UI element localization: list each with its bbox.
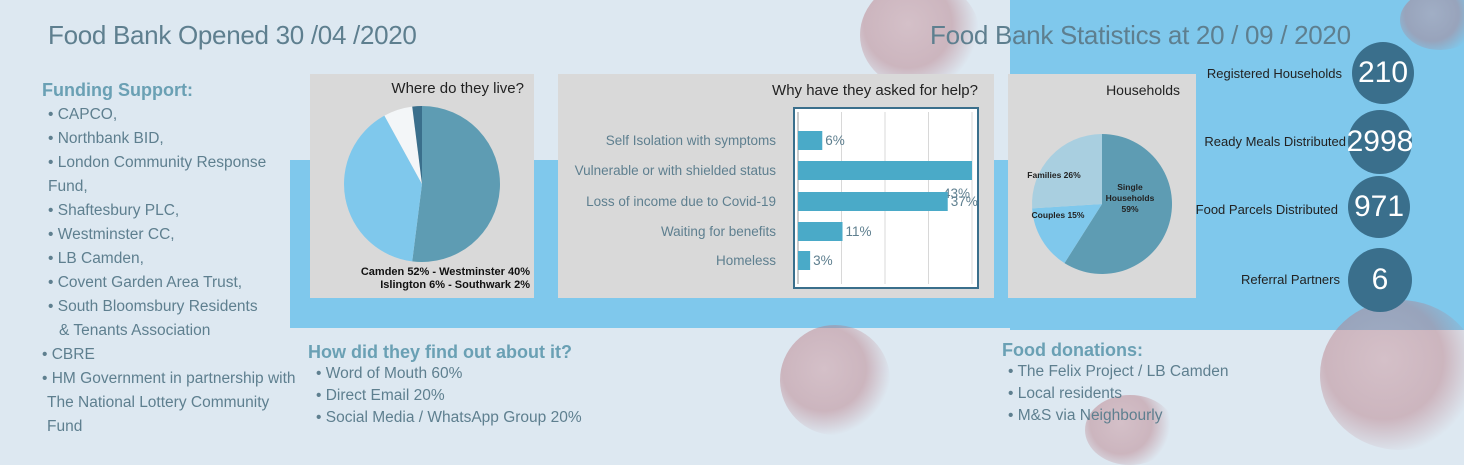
- pie-slice-islington: [384, 106, 422, 184]
- stat-label-food-parcels: Food Parcels Distributed: [1195, 202, 1338, 217]
- list-item: • LB Camden,: [48, 250, 144, 267]
- list-item: • Shaftesbury PLC,: [48, 202, 180, 219]
- pie-caption: Camden 52% - Westminster 40% Islington 6…: [340, 266, 530, 292]
- pie-slice-camden: [412, 106, 500, 262]
- stat-value-registered-households: 210: [1352, 42, 1414, 104]
- data-label: Single: [1117, 182, 1143, 192]
- category-label: Homeless: [716, 253, 776, 268]
- data-label: 59%: [1121, 204, 1138, 214]
- pie-slice-families: [1032, 134, 1102, 209]
- pie-caption-line: Islington 6% - Southwark 2%: [380, 279, 530, 291]
- stats-section: Registered Households 210 Ready Meals Di…: [1196, 36, 1464, 326]
- category-label: Vulnerable or with shielded status: [575, 163, 777, 178]
- found-out-list: • Word of Mouth 60% • Direct Email 20% • S…: [316, 363, 628, 429]
- panel-why-help: Why have they asked for help? Self Isola…: [558, 74, 994, 298]
- pie-slice-westminster: [344, 115, 422, 262]
- category-label: Self Isolation with symptoms: [606, 133, 777, 148]
- funding-section: Funding Support: • CAPCO, • Northbank BID…: [42, 80, 302, 439]
- category-label: Waiting for benefits: [661, 224, 776, 239]
- panel-where-live: Where do they live? Camden 52% - Westmin…: [310, 74, 534, 298]
- list-item: • Covent Garden Area Trust,: [48, 274, 243, 291]
- bar-chart-why-help: Self Isolation with symptoms 6% Vulnerable…: [575, 107, 979, 289]
- pie-chart-where-live: [344, 106, 500, 262]
- bar: [798, 161, 972, 180]
- data-label: 37%: [951, 194, 978, 209]
- data-label: 43%: [943, 186, 970, 201]
- stat-value-food-parcels: 971: [1348, 176, 1410, 238]
- data-label: 3%: [813, 253, 833, 268]
- list-item: • The Felix Project / LB Camden: [1008, 363, 1229, 380]
- data-label: 6%: [825, 133, 845, 148]
- list-item: • Westminster CC,: [48, 226, 175, 243]
- stat-label-referral-partners: Referral Partners: [1241, 272, 1340, 287]
- virus-icon: [780, 325, 890, 435]
- chart-title-why-help: Why have they asked for help?: [772, 82, 978, 99]
- donations-section: Food donations: • The Felix Project / LB…: [1002, 340, 1262, 427]
- funding-title: Funding Support:: [42, 80, 193, 100]
- data-label: Households: [1106, 193, 1155, 203]
- virus-icon: [1320, 300, 1464, 450]
- list-item: • Direct Email 20%: [316, 387, 445, 404]
- panel-households: Households Single Households 59% Couples 15…: [1008, 74, 1196, 298]
- page-title-statistics: Food Bank Statistics at 20 / 09 / 2020: [930, 20, 1351, 50]
- list-item: The National Lottery Community Fund: [47, 394, 270, 435]
- pie-caption-line: Camden 52% - Westminster 40%: [360, 266, 530, 278]
- list-item: • Northbank BID,: [48, 130, 164, 147]
- donations-title: Food donations:: [1002, 340, 1143, 360]
- list-item: • South Bloomsbury Residents: [48, 298, 258, 315]
- list-item: • M&S via Neighbourly: [1008, 407, 1163, 424]
- category-label: Loss of income due to Covid-19: [586, 194, 776, 209]
- donations-list: • The Felix Project / LB Camden • Local r…: [1008, 361, 1262, 427]
- found-out-section: How did they find out about it? • Word o…: [308, 342, 628, 429]
- stat-value-ready-meals: 2998: [1347, 110, 1413, 174]
- chart-title-households: Households: [1106, 82, 1180, 98]
- list-item: • CBRE: [42, 346, 95, 363]
- data-label: Couples 15%: [1032, 210, 1085, 220]
- list-item: • Word of Mouth 60%: [316, 365, 463, 382]
- stat-label-ready-meals: Ready Meals Distributed: [1204, 134, 1346, 149]
- page-title-opened: Food Bank Opened 30 /04 /2020: [48, 20, 417, 50]
- list-item: & Tenants Association: [59, 322, 211, 339]
- found-out-title: How did they find out about it?: [308, 342, 572, 362]
- bar: [798, 222, 843, 241]
- data-label: Families 26%: [1027, 170, 1081, 180]
- stat-label-registered-households: Registered Households: [1206, 66, 1342, 81]
- list-item: • CAPCO,: [48, 106, 118, 123]
- pie-slice-southwark: [412, 106, 422, 184]
- list-item: • HM Government in partnership with: [42, 370, 296, 387]
- pie-slice-couples: [1032, 204, 1102, 264]
- list-item: • Social Media / WhatsApp Group 20%: [316, 409, 582, 426]
- pie-slice-single-households: [1064, 134, 1172, 274]
- stat-value-referral-partners: 6: [1348, 248, 1412, 312]
- bar: [798, 192, 948, 211]
- bar: [798, 131, 823, 150]
- funding-list: • CAPCO, • Northbank BID, • London Communi…: [42, 103, 302, 439]
- list-item: • Local residents: [1008, 385, 1122, 402]
- list-item: • London Community Response Fund,: [48, 154, 267, 195]
- chart-title-where-live: Where do they live?: [391, 80, 524, 97]
- bar: [798, 251, 811, 270]
- data-label: 11%: [846, 224, 872, 239]
